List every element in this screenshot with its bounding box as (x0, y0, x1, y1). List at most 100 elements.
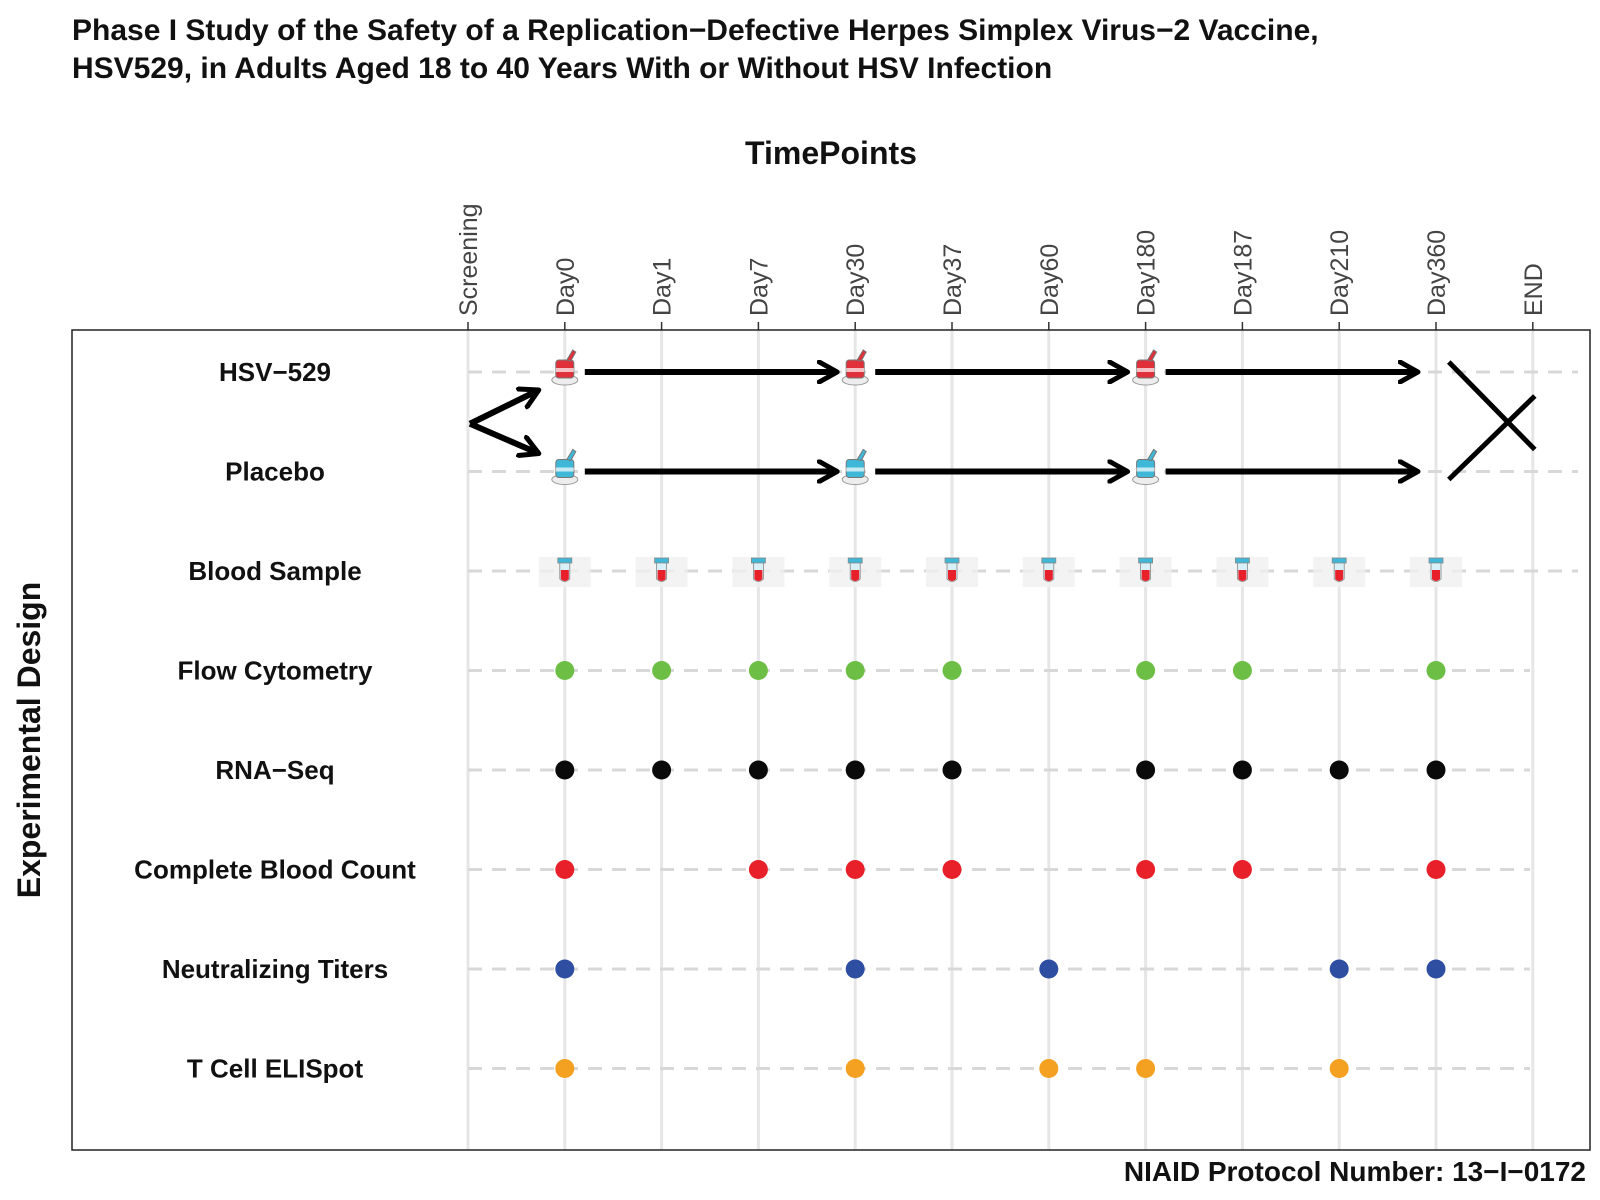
syringe-tip (566, 349, 577, 362)
tube-blood (657, 570, 666, 581)
tick-label-end: END (1520, 263, 1548, 316)
row-label-rna-seq: RNA−Seq (215, 755, 334, 785)
vial-label (555, 467, 574, 472)
randomize-arrow-hsv529 (468, 390, 539, 427)
vial-label (846, 467, 865, 472)
dot-flow-cytometry-day37 (942, 661, 962, 680)
tube-blood (1238, 570, 1247, 581)
tick-label-day180: Day180 (1133, 230, 1161, 316)
protocol-number: NIAID Protocol Number: 13−I−0172 (1123, 1156, 1586, 1187)
vaccine-icon-day30 (841, 349, 869, 386)
dot-flow-cytometry-day187 (1232, 661, 1252, 680)
tube-cap (1041, 557, 1057, 564)
tube-cap (654, 557, 669, 564)
marks-layer (538, 349, 1462, 1078)
dot-neutralizing-titers-day210 (1329, 959, 1349, 979)
blood-tube-day30 (829, 557, 882, 587)
tick-label-day360: Day360 (1423, 230, 1451, 316)
dot-rna-seq-day0 (555, 760, 575, 780)
tube-cap (944, 557, 960, 564)
labels-layer: Screening Day0 Day1 Day7 Day30 Day37 Day60 Day1… (134, 203, 1548, 1083)
row-label-neutralizing-titers: Neutralizing Titers (162, 954, 388, 984)
dot-complete-blood-count-day37 (942, 860, 962, 879)
chart-title-line-2: HSV529, in Adults Aged 18 to 40 Years Wi… (72, 52, 1053, 85)
syringe-tip (1146, 349, 1158, 362)
blood-tube-day37 (926, 557, 978, 587)
tube-blood (851, 570, 860, 581)
dot-t-cell-elispot-day60 (1039, 1059, 1059, 1078)
vaccine-icon-day180 (1132, 349, 1160, 386)
row-label-complete-blood-count: Complete Blood Count (134, 855, 416, 885)
blood-tube-day60 (1022, 557, 1075, 587)
dot-flow-cytometry-day360 (1426, 661, 1446, 680)
blood-tube-day1 (635, 557, 688, 587)
tube-blood (1335, 570, 1344, 581)
dot-complete-blood-count-day7 (748, 860, 768, 879)
dot-complete-blood-count-day0 (555, 860, 575, 879)
blood-tube-day210 (1313, 557, 1366, 587)
vial-label (1136, 467, 1155, 472)
blood-tube-day0 (538, 557, 591, 587)
dot-t-cell-elispot-day0 (555, 1059, 575, 1078)
row-label-placebo: Placebo (225, 457, 325, 487)
placebo-icon-day180 (1132, 448, 1160, 485)
row-label-t-cell-elispot: T Cell ELISpot (187, 1054, 364, 1084)
x-axis-title: TimePoints (745, 135, 917, 171)
dot-complete-blood-count-day180 (1136, 860, 1156, 879)
dot-complete-blood-count-day187 (1232, 860, 1252, 879)
placebo-icon-day30 (841, 448, 869, 485)
randomize-arrow-placebo (468, 420, 539, 454)
dot-rna-seq-day1 (652, 760, 672, 780)
tick-label-day0: Day0 (552, 258, 580, 316)
dot-rna-seq-day30 (845, 760, 865, 780)
tick-label-day60: Day60 (1036, 244, 1064, 316)
dot-flow-cytometry-day1 (652, 661, 672, 680)
row-guides (468, 370, 1578, 1070)
dot-complete-blood-count-day360 (1426, 860, 1446, 879)
dot-flow-cytometry-day7 (748, 661, 768, 680)
chart-title-line-1: Phase I Study of the Safety of a Replica… (72, 14, 1319, 47)
end-cross-line-2 (1447, 394, 1537, 482)
blood-tube-day187 (1216, 557, 1269, 587)
end-cross-line-1 (1447, 360, 1537, 452)
tick-label-day1: Day1 (649, 258, 677, 316)
syringe-tip (856, 349, 867, 362)
blood-tube-day180 (1119, 557, 1172, 587)
grid-layer (466, 322, 1535, 1150)
tube-cap (1331, 557, 1347, 564)
row-label-blood-sample: Blood Sample (188, 556, 361, 586)
tick-label-day30: Day30 (842, 244, 870, 316)
tick-label-day210: Day210 (1326, 230, 1354, 316)
vaccine-icon-day0 (551, 349, 579, 386)
tube-cap (1235, 557, 1250, 564)
tube-blood (1044, 570, 1053, 581)
tick-label-day37: Day37 (939, 244, 967, 316)
dot-rna-seq-day37 (942, 760, 962, 780)
row-label-flow-cytometry: Flow Cytometry (177, 656, 373, 686)
tube-cap (1138, 557, 1153, 564)
y-axis-title: Experimental Design (11, 582, 47, 899)
blood-tube-day360 (1410, 557, 1462, 587)
dot-neutralizing-titers-day360 (1426, 959, 1446, 979)
dot-flow-cytometry-day0 (555, 661, 575, 680)
tube-cap (1428, 557, 1444, 564)
row-label-hsv-529: HSV−529 (219, 357, 331, 387)
arrows-layer (468, 360, 1537, 482)
tube-cap (557, 557, 573, 564)
syringe-tip (1146, 448, 1158, 462)
chart-title: Phase I Study of the Safety of a Replica… (72, 12, 1319, 88)
dot-neutralizing-titers-day60 (1039, 959, 1059, 979)
dot-rna-seq-day7 (748, 760, 768, 780)
tube-cap (847, 557, 863, 564)
tube-blood (1432, 570, 1440, 581)
tick-label-screening: Screening (455, 203, 483, 316)
tube-cap (751, 557, 766, 564)
vial-label (846, 368, 865, 372)
panel-border (71, 329, 1591, 1151)
blood-tube-day7 (732, 557, 785, 587)
vial-label (555, 368, 574, 372)
dot-flow-cytometry-day180 (1136, 661, 1156, 680)
vial-label (1136, 368, 1155, 372)
tube-blood (754, 570, 763, 581)
